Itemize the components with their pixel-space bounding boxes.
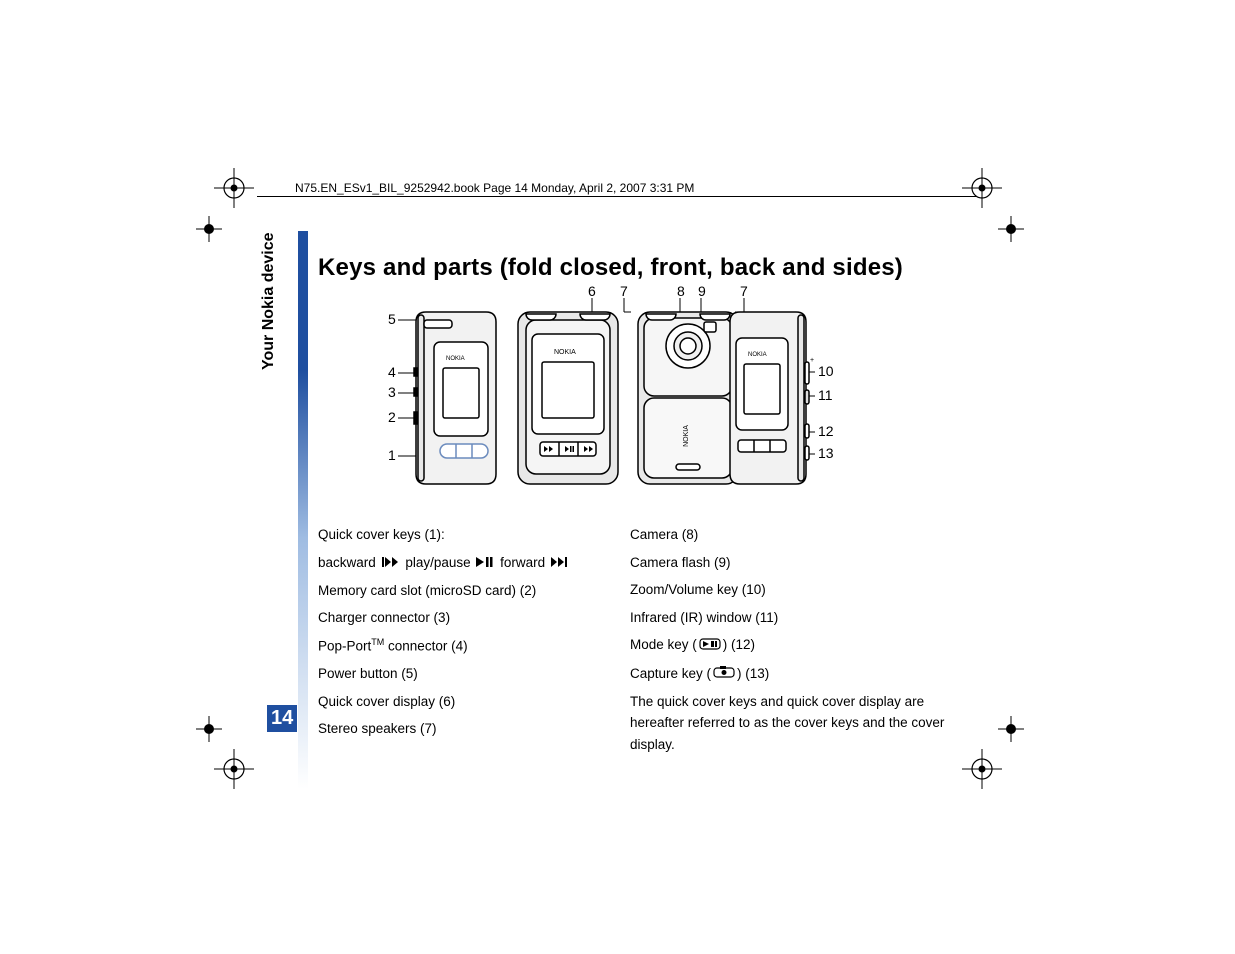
svg-text:2: 2: [388, 409, 396, 425]
right-column: Camera (8) Camera flash (9) Zoom/Volume …: [630, 524, 970, 762]
header-rule: [257, 196, 977, 197]
item-cover-display: Quick cover display (6): [318, 691, 608, 713]
backward-icon: [382, 552, 400, 574]
svg-text:12: 12: [818, 423, 834, 439]
section-label: Your Nokia device: [260, 232, 278, 370]
register-mark: [196, 216, 222, 247]
item-quick-cover-keys: Quick cover keys (1):: [318, 524, 608, 546]
page-number: 14: [267, 705, 297, 732]
item-popport: Pop-PortTM connector (4): [318, 635, 608, 657]
crop-mark-tl: [214, 168, 254, 208]
svg-text:NOKIA: NOKIA: [748, 352, 767, 358]
item-speakers: Stereo speakers (7): [318, 718, 608, 740]
svg-text:7: 7: [620, 284, 628, 299]
svg-text:11: 11: [818, 387, 833, 403]
forward-icon: [551, 552, 569, 574]
crop-mark-tr: [962, 168, 1002, 208]
left-column: Quick cover keys (1): backward play/paus…: [318, 524, 608, 746]
item-flash: Camera flash (9): [630, 552, 970, 574]
svg-text:3: 3: [388, 384, 396, 400]
crop-mark-bl: [214, 749, 254, 789]
svg-text:9: 9: [698, 284, 706, 299]
page-title: Keys and parts (fold closed, front, back…: [318, 254, 903, 282]
svg-text:+: +: [810, 357, 814, 364]
item-note: The quick cover keys and quick cover dis…: [630, 691, 970, 756]
item-camera: Camera (8): [630, 524, 970, 546]
register-mark: [998, 216, 1024, 247]
item-memory-slot: Memory card slot (microSD card) (2): [318, 580, 608, 602]
svg-text:NOKIA: NOKIA: [446, 356, 465, 362]
svg-text:NOKIA: NOKIA: [683, 425, 690, 447]
svg-text:6: 6: [588, 284, 596, 299]
register-mark: [998, 716, 1024, 747]
svg-text:4: 4: [388, 364, 396, 380]
doc-header: N75.EN_ESv1_BIL_9252942.book Page 14 Mon…: [295, 181, 694, 195]
svg-text:1: 1: [388, 447, 396, 463]
item-media-keys: backward play/pause forward: [318, 552, 608, 574]
device-diagram: 6 7 8 9 7 5 4 3 2 1 10 11 12 13 NOKIA: [388, 284, 836, 494]
register-mark: [196, 716, 222, 747]
svg-text:10: 10: [818, 363, 834, 379]
play-pause-icon: [476, 552, 494, 574]
mode-key-icon: [699, 635, 721, 657]
item-mode-key: Mode key () (12): [630, 634, 970, 656]
item-ir: Infrared (IR) window (11): [630, 607, 970, 629]
item-capture-key: Capture key () (13): [630, 663, 970, 685]
svg-text:5: 5: [388, 311, 396, 327]
svg-text:NOKIA: NOKIA: [554, 349, 576, 356]
item-charger: Charger connector (3): [318, 607, 608, 629]
svg-text:7: 7: [740, 284, 748, 299]
item-zoom: Zoom/Volume key (10): [630, 579, 970, 601]
svg-text:13: 13: [818, 445, 834, 461]
capture-key-icon: [713, 663, 735, 685]
svg-text:8: 8: [677, 284, 685, 299]
item-power: Power button (5): [318, 663, 608, 685]
sidebar-stripe: [298, 231, 308, 789]
